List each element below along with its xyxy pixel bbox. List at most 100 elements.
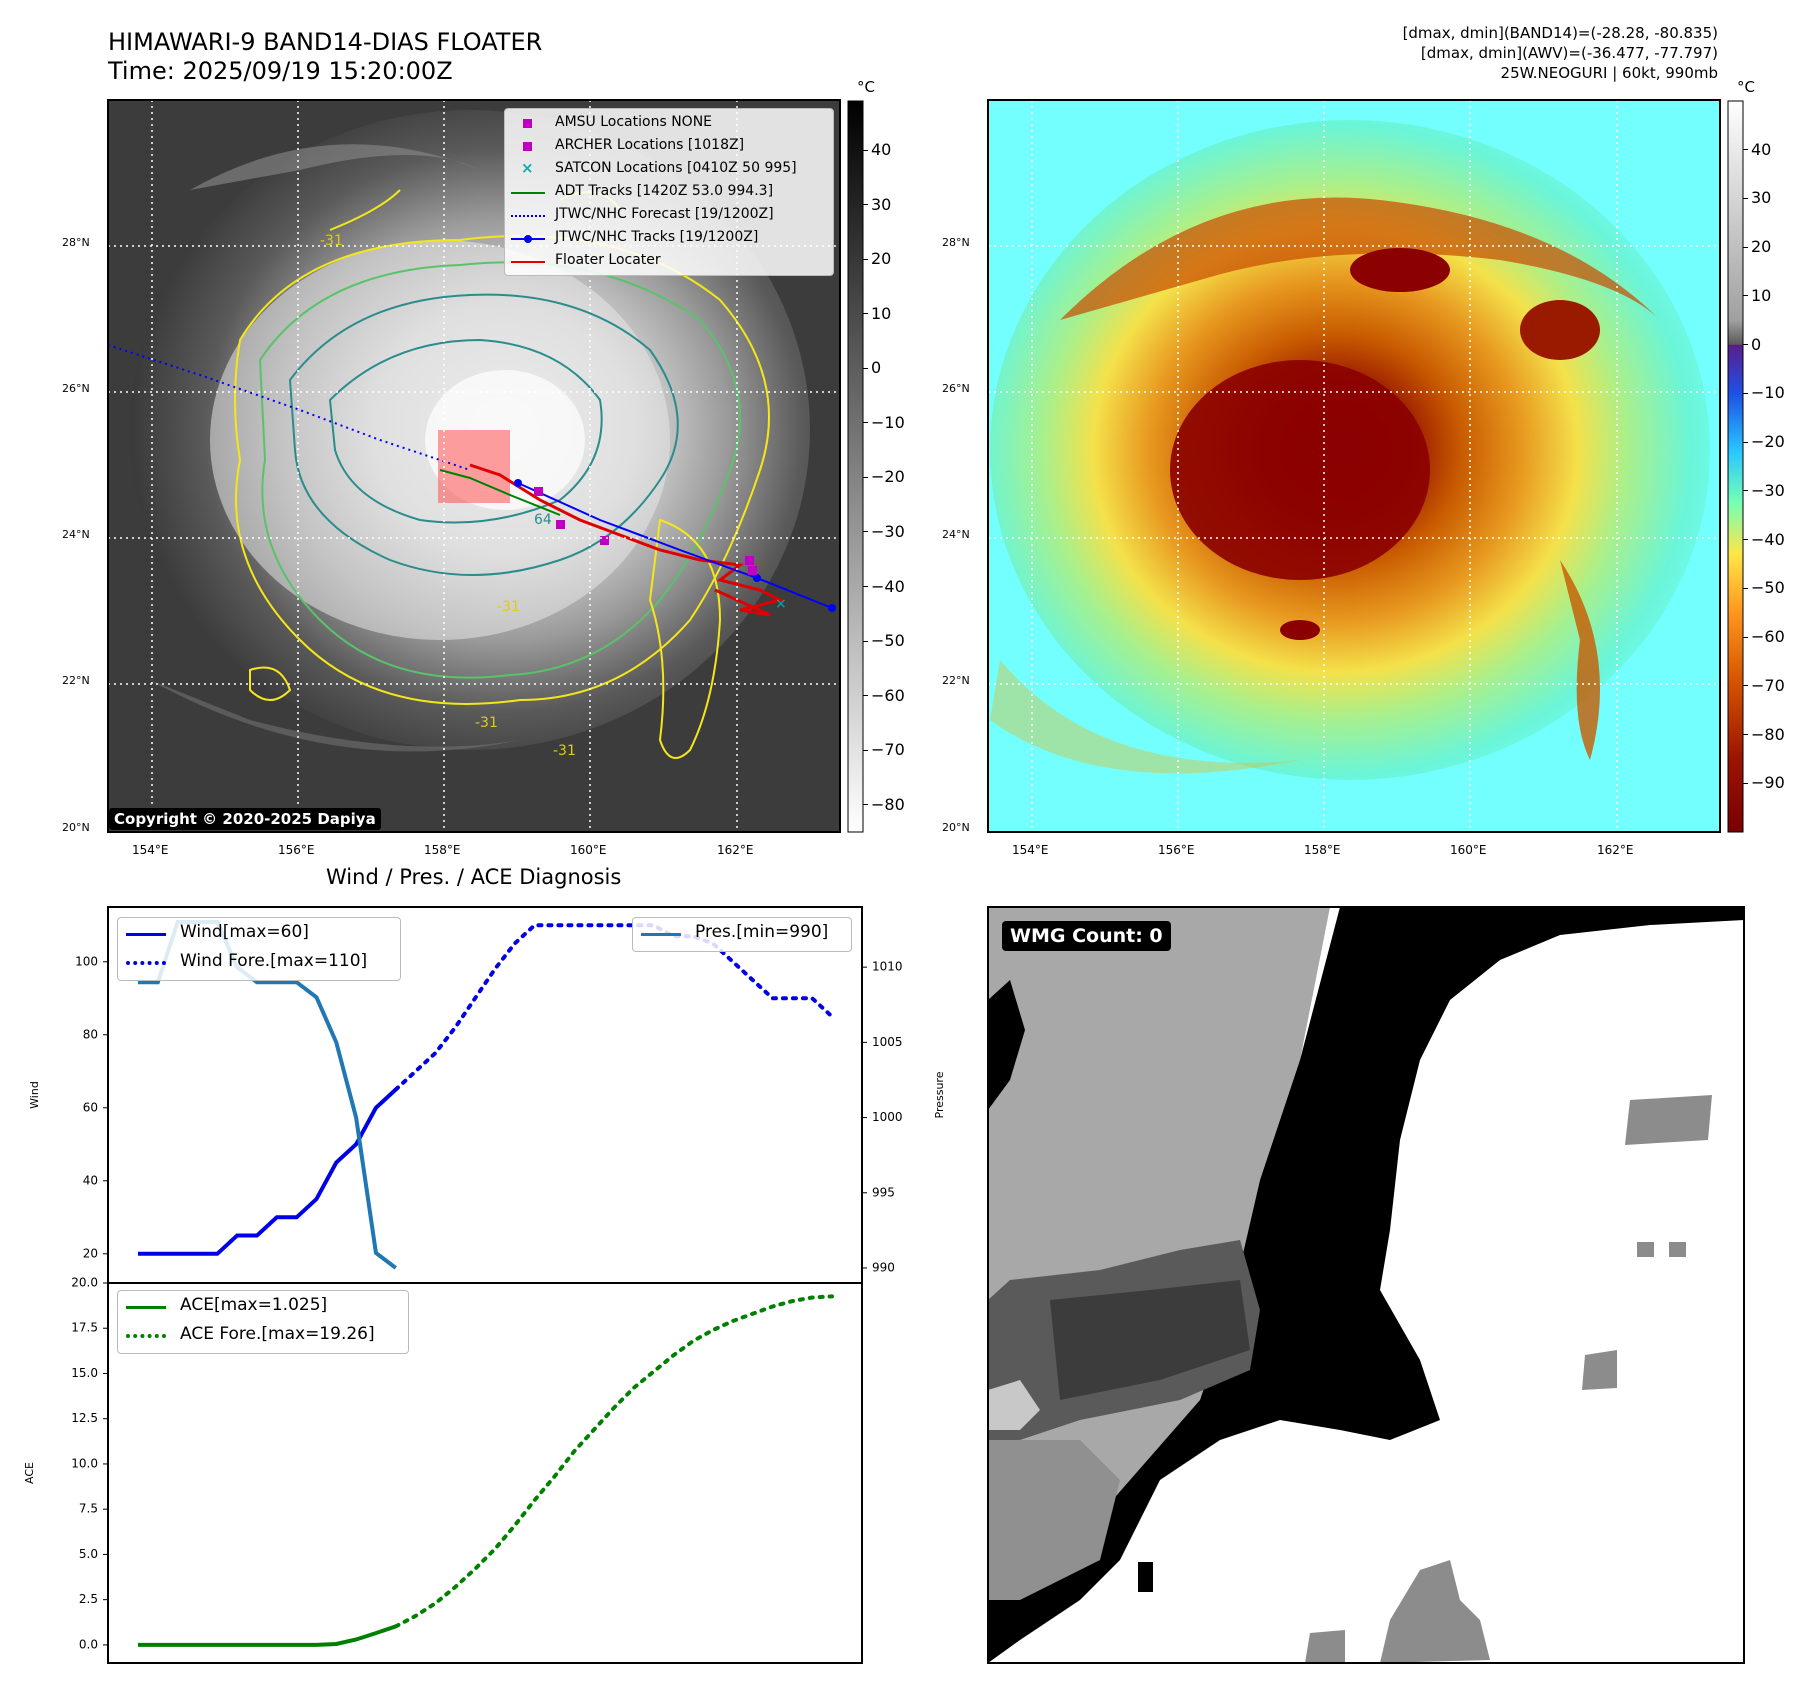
colorbar-tick-label: 10 xyxy=(871,303,892,323)
colorbar-tick-label: 20 xyxy=(871,249,892,269)
colorbar-tick-label: −20 xyxy=(871,467,905,487)
awv-image xyxy=(988,100,1720,832)
ace-ytick-label: 20.0 xyxy=(71,1276,98,1290)
map-legend-item: Floater Locater xyxy=(505,251,833,273)
map-legend-item: ADT Tracks [1420Z 53.0 994.3] xyxy=(505,182,833,204)
archer-marker xyxy=(556,520,565,529)
legend-marker: × xyxy=(521,159,534,177)
floater-track xyxy=(469,463,785,617)
right-map-grid xyxy=(988,100,1720,832)
colorbar-tick xyxy=(863,695,868,697)
pres-legend-swatch xyxy=(641,933,681,936)
ace-ytick-label: 5.0 xyxy=(79,1547,98,1561)
series-line xyxy=(138,1624,397,1647)
contour-label: -31 xyxy=(475,715,498,731)
legend-label: ADT Tracks [1420Z 53.0 994.3] xyxy=(555,183,774,199)
contour-label: -31 xyxy=(497,599,520,615)
colorbar-tick-label: −50 xyxy=(871,631,905,651)
satcon-marker: × xyxy=(775,596,787,612)
legend-marker xyxy=(523,142,532,151)
dmax-band14-text: [dmax, dmin](BAND14)=(-28.28, -80.835) xyxy=(1402,24,1718,42)
adt-track xyxy=(439,469,561,516)
legend-label: SATCON Locations [0410Z 50 995] xyxy=(555,160,797,176)
contour-label: -31 xyxy=(553,743,576,759)
colorbar-tick xyxy=(1743,344,1748,346)
pres-legend-label: Pres.[min=990] xyxy=(695,922,829,942)
colorbar-tick-label: −70 xyxy=(1751,675,1785,695)
ace-ytick-label: 0.0 xyxy=(79,1637,98,1651)
lon-tick: 162°E xyxy=(1597,843,1634,857)
colorbar-tick-label: −90 xyxy=(1751,773,1785,793)
legend-label: Floater Locater xyxy=(555,252,661,268)
legend-label: ARCHER Locations [1018Z] xyxy=(555,137,745,153)
series-line xyxy=(393,1294,834,1629)
legend-marker xyxy=(511,215,545,217)
right-map-frame xyxy=(987,99,1721,833)
pres-ytick-label: 1010 xyxy=(872,960,903,974)
lon-tick: 162°E xyxy=(717,843,754,857)
ace-fore-legend-swatch xyxy=(126,1334,166,1338)
series-line xyxy=(393,923,834,1092)
colorbar-tick xyxy=(1743,295,1748,297)
legend-marker xyxy=(511,192,545,194)
colorbar-tick-label: 10 xyxy=(1751,285,1772,305)
ace-legend-swatch xyxy=(126,1306,166,1309)
ace-fore-legend-label: ACE Fore.[max=19.26] xyxy=(180,1324,375,1344)
colorbar-tick xyxy=(1743,197,1748,199)
colorbar-tick xyxy=(863,749,868,751)
archer-marker xyxy=(748,566,757,575)
colorbar-tick-label: −80 xyxy=(1751,724,1785,744)
map-legend-item: JTWC/NHC Tracks [19/1200Z] xyxy=(505,228,833,250)
band14-colorbar xyxy=(847,100,864,833)
colorbar-tick-label: −70 xyxy=(871,740,905,760)
wind-ytick-label: 100 xyxy=(75,954,98,968)
lat-tick: 24°N xyxy=(942,528,970,541)
colorbar-tick xyxy=(1743,685,1748,687)
diag-title: Wind / Pres. / ACE Diagnosis xyxy=(326,865,622,889)
wind-ytick-label: 80 xyxy=(83,1027,98,1041)
map-legend-item: JTWC/NHC Forecast [19/1200Z] xyxy=(505,205,833,227)
legend-marker xyxy=(511,261,545,263)
ace-ylabel: ACE xyxy=(23,1462,36,1484)
colorbar-tick-label: −10 xyxy=(871,412,905,432)
colorbar-tick xyxy=(1743,734,1748,736)
archer-marker xyxy=(534,487,543,496)
map-legend-item: × SATCON Locations [0410Z 50 995] xyxy=(505,159,833,181)
awv-colorbar xyxy=(1727,100,1744,833)
ace-ytick-label: 12.5 xyxy=(71,1411,98,1425)
colorbar-tick xyxy=(1743,587,1748,589)
colorbar-tick-label: −10 xyxy=(1751,383,1785,403)
colorbar-tick xyxy=(863,476,868,478)
pres-ytick-label: 1000 xyxy=(872,1110,903,1124)
lat-tick: 26°N xyxy=(942,382,970,395)
map-legend-item: ARCHER Locations [1018Z] xyxy=(505,136,833,158)
wind-ytick-label: 20 xyxy=(83,1246,98,1260)
ace-ytick-label: 10.0 xyxy=(71,1456,98,1470)
colorbar-tick-label: 40 xyxy=(1751,139,1772,159)
lon-tick: 156°E xyxy=(278,843,315,857)
colorbar-tick-label: 40 xyxy=(871,140,892,160)
pres-ytick-label: 995 xyxy=(872,1185,895,1199)
colorbar-tick xyxy=(863,258,868,260)
lat-tick: 26°N xyxy=(62,382,90,395)
wind-fore-legend-label: Wind Fore.[max=110] xyxy=(180,951,368,971)
colorbar-tick xyxy=(863,367,868,369)
wind-ytick-label: 40 xyxy=(83,1173,98,1187)
colorbar-tick xyxy=(1743,636,1748,638)
lat-tick: 20°N xyxy=(942,821,970,834)
lon-tick: 158°E xyxy=(1304,843,1341,857)
lat-tick: 20°N xyxy=(62,821,90,834)
lat-tick: 28°N xyxy=(62,236,90,249)
ace-ytick-label: 17.5 xyxy=(71,1321,98,1335)
contour-label: 64 xyxy=(534,512,552,528)
copyright-badge: Copyright © 2020-2025 Dapiya xyxy=(109,808,381,830)
lon-tick: 154°E xyxy=(1012,843,1049,857)
legend-marker xyxy=(523,119,532,128)
pres-ylabel: Pressure xyxy=(933,1071,946,1118)
colorbar-tick xyxy=(863,422,868,424)
colorbar-tick-label: 0 xyxy=(871,358,882,378)
ace-legend-label: ACE[max=1.025] xyxy=(180,1295,328,1315)
colorbar-tick xyxy=(1743,441,1748,443)
